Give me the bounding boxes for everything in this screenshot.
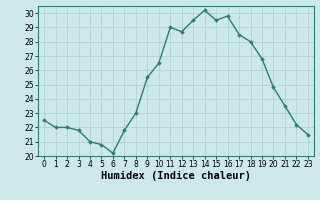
X-axis label: Humidex (Indice chaleur): Humidex (Indice chaleur) [101, 171, 251, 181]
